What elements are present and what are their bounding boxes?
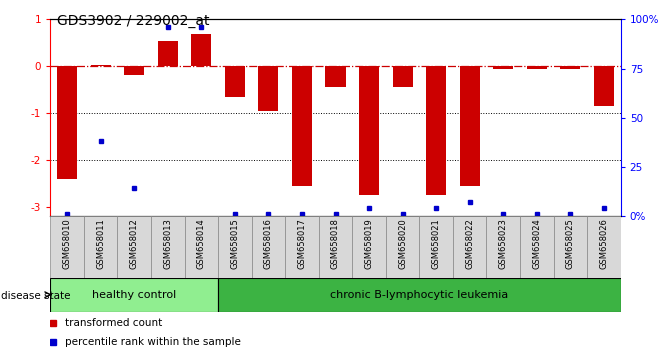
Bar <box>252 216 285 278</box>
Text: GSM658020: GSM658020 <box>398 218 407 269</box>
Bar <box>554 216 587 278</box>
Bar <box>426 66 446 195</box>
Text: GSM658011: GSM658011 <box>96 218 105 269</box>
Bar <box>560 66 580 69</box>
Text: GSM658010: GSM658010 <box>62 218 72 269</box>
Bar <box>158 40 178 66</box>
Bar <box>225 66 245 97</box>
Bar <box>419 216 453 278</box>
Text: GSM658018: GSM658018 <box>331 218 340 269</box>
Bar <box>486 216 520 278</box>
Text: GSM658023: GSM658023 <box>499 218 508 269</box>
Text: GSM658019: GSM658019 <box>364 218 374 269</box>
Bar <box>319 216 352 278</box>
Text: transformed count: transformed count <box>64 318 162 329</box>
Bar <box>359 66 379 195</box>
Bar <box>185 216 218 278</box>
Bar <box>292 66 312 185</box>
Text: GSM658025: GSM658025 <box>566 218 575 269</box>
Text: GDS3902 / 229002_at: GDS3902 / 229002_at <box>57 14 209 28</box>
Bar <box>50 216 84 278</box>
Bar <box>57 66 77 178</box>
Bar <box>218 216 252 278</box>
Text: GSM658017: GSM658017 <box>297 218 307 269</box>
Bar <box>124 66 144 75</box>
Text: chronic B-lymphocytic leukemia: chronic B-lymphocytic leukemia <box>330 290 509 300</box>
Bar <box>218 278 621 312</box>
Bar <box>352 216 386 278</box>
Text: GSM658021: GSM658021 <box>431 218 441 269</box>
Bar <box>520 216 554 278</box>
Bar <box>493 66 513 69</box>
Bar <box>91 65 111 66</box>
Text: healthy control: healthy control <box>92 290 176 300</box>
Bar <box>117 216 151 278</box>
Bar <box>393 66 413 87</box>
Bar <box>285 216 319 278</box>
Bar <box>191 34 211 66</box>
Text: GSM658016: GSM658016 <box>264 218 273 269</box>
Text: GSM658026: GSM658026 <box>599 218 609 269</box>
Text: GSM658024: GSM658024 <box>532 218 541 269</box>
Text: GSM658022: GSM658022 <box>465 218 474 269</box>
Text: disease state: disease state <box>1 291 70 301</box>
Text: GSM658012: GSM658012 <box>130 218 139 269</box>
Bar <box>460 66 480 185</box>
Bar <box>151 216 185 278</box>
Bar <box>84 216 117 278</box>
Bar <box>258 66 278 111</box>
Bar <box>453 216 486 278</box>
Text: GSM658015: GSM658015 <box>230 218 240 269</box>
Text: GSM658013: GSM658013 <box>163 218 172 269</box>
Bar <box>325 66 346 87</box>
Bar <box>50 278 218 312</box>
Bar <box>594 66 614 106</box>
Text: percentile rank within the sample: percentile rank within the sample <box>64 337 240 347</box>
Bar <box>386 216 419 278</box>
Text: GSM658014: GSM658014 <box>197 218 206 269</box>
Bar <box>587 216 621 278</box>
Bar <box>527 66 547 69</box>
